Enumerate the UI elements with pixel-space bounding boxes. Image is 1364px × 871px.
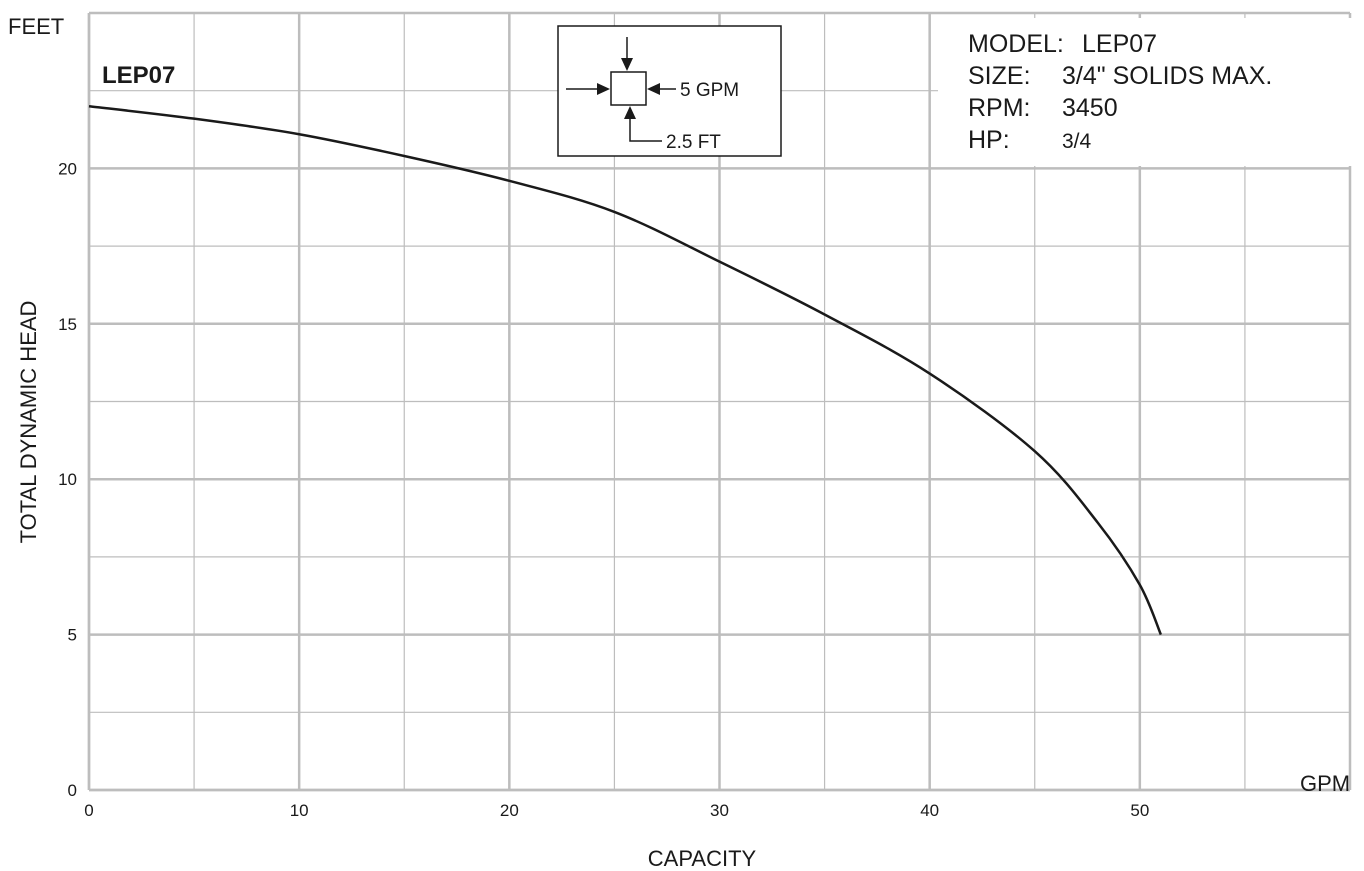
arrow-left-icon (647, 83, 660, 95)
spec-value-size: 3/4" SOLIDS MAX. (1062, 62, 1272, 90)
x-axis-label: CAPACITY (648, 846, 757, 871)
spec-value-model: LEP07 (1082, 30, 1157, 58)
scale-head-label: 2.5 FT (666, 132, 721, 153)
x-tick-label: 50 (1130, 801, 1149, 820)
y-tick-label: 20 (58, 159, 77, 178)
chart-title: LEP07 (102, 62, 175, 89)
scale-flow-label: 5 GPM (680, 80, 739, 101)
arrow-up-icon (624, 106, 636, 119)
x-tick-label: 10 (290, 801, 309, 820)
y-tick-label: 5 (68, 626, 77, 645)
x-tick-label: 0 (84, 801, 93, 820)
y-tick-label: 0 (68, 781, 77, 800)
arrow-down-icon (621, 58, 633, 71)
scale-legend: 5 GPM 2.5 FT (557, 25, 782, 157)
y-tick-label: 10 (58, 470, 77, 489)
y-tick-label: 15 (58, 315, 77, 334)
spec-value-hp: 3/4 (1062, 130, 1092, 153)
x-unit-label: GPM (1300, 771, 1350, 796)
tick-labels: 0 10 20 30 40 50 0 5 10 15 20 (58, 159, 1149, 820)
spec-label-rpm: RPM: (968, 94, 1031, 122)
spec-label-hp: HP: (968, 126, 1010, 154)
spec-value-rpm: 3450 (1062, 94, 1118, 122)
spec-block: MODEL: LEP07 SIZE: 3/4" SOLIDS MAX. RPM:… (938, 18, 1358, 166)
x-tick-label: 40 (920, 801, 939, 820)
y-axis-label: TOTAL DYNAMIC HEAD (16, 301, 41, 544)
spec-label-model: MODEL: (968, 30, 1064, 58)
spec-label-size: SIZE: (968, 62, 1031, 90)
y-unit-label: FEET (8, 14, 64, 39)
series-line-lep07 (88, 104, 1163, 636)
x-tick-label: 30 (710, 801, 729, 820)
x-tick-label: 20 (500, 801, 519, 820)
arrow-right-icon (597, 83, 610, 95)
scale-square (610, 71, 647, 106)
